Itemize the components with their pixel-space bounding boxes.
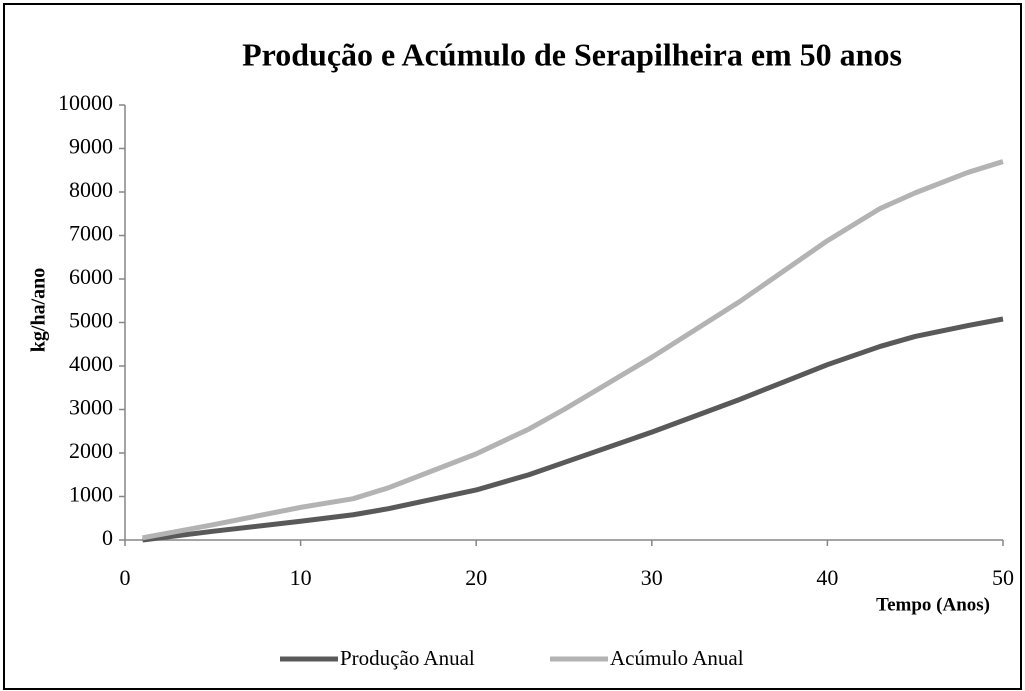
y-tick-label: 3000 (69, 395, 113, 420)
y-axis-label: kg/ha/ano (28, 268, 50, 352)
series-line (142, 159, 1004, 541)
y-tick-label: 6000 (69, 264, 113, 289)
x-tick-label: 30 (641, 565, 663, 590)
y-tick-label: 7000 (69, 221, 113, 246)
y-tick-label: 1000 (69, 482, 113, 507)
chart-title: Produção e Acúmulo de Serapilheira em 50… (242, 36, 902, 72)
chart-border (3, 3, 1022, 690)
x-axis-label: Tempo (Anos) (876, 594, 990, 615)
legend-label: Acúmulo Anual (610, 646, 744, 670)
x-tick-label: 40 (816, 565, 838, 590)
series-line (142, 316, 1004, 543)
y-tick-label: 9000 (69, 134, 113, 159)
legend-label: Produção Anual (340, 646, 475, 670)
y-tick-label: 2000 (69, 438, 113, 463)
x-tick-label: 20 (465, 565, 487, 590)
x-tick-label: 0 (120, 565, 131, 590)
y-tick-label: 4000 (69, 351, 113, 376)
x-tick-label: 10 (290, 565, 312, 590)
y-tick-label: 8000 (69, 177, 113, 202)
y-tick-label: 0 (102, 525, 113, 550)
y-tick-label: 5000 (69, 308, 113, 333)
x-tick-label: 50 (992, 565, 1014, 590)
y-tick-label: 10000 (58, 90, 113, 115)
